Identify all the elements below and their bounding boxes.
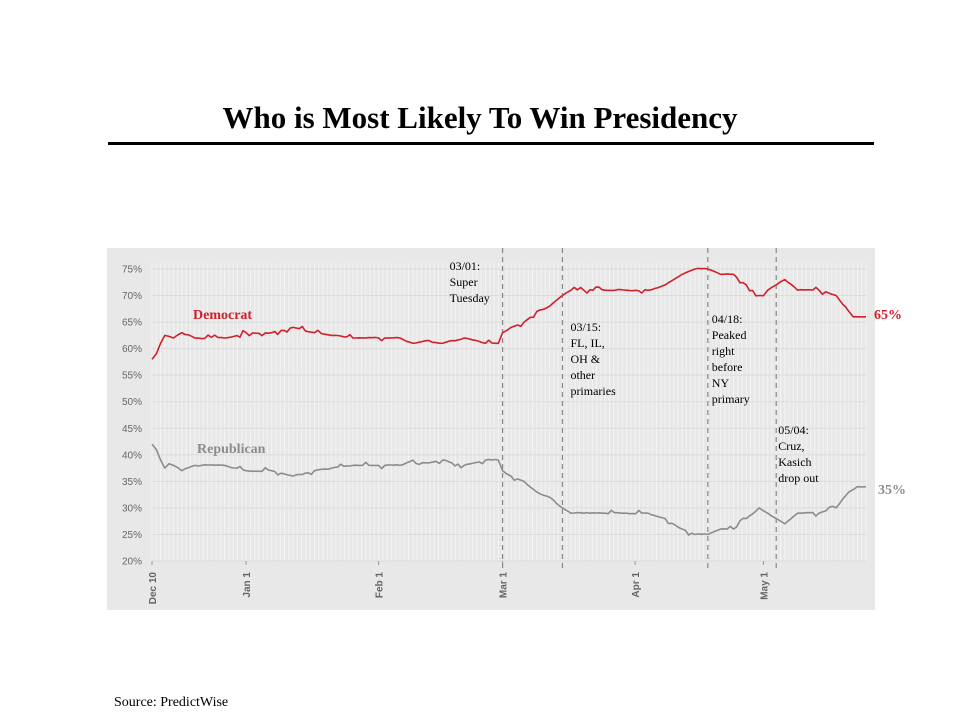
annotation-text: FL, IL,: [570, 336, 604, 350]
annotation-text: Super: [450, 275, 478, 289]
y-tick-label: 45%: [122, 424, 142, 435]
end-label-democrat: 65%: [874, 308, 902, 323]
series-label-republican: Republican: [197, 442, 266, 457]
annotation-text: 04/18:: [712, 312, 743, 326]
y-tick-label: 50%: [122, 397, 142, 408]
annotation-text: 03/15:: [570, 320, 601, 334]
annotation-text: other: [570, 368, 595, 382]
series-line-republican: [151, 443, 867, 536]
x-tick-label: May 1: [759, 572, 770, 600]
annotation-text: Cruz,: [778, 439, 804, 453]
annotation-text: NY: [712, 376, 730, 390]
annotation-text: OH &: [570, 352, 600, 366]
y-tick-label: 60%: [122, 344, 142, 355]
x-tick-label: Apr 1: [631, 572, 642, 598]
title-underline: [108, 142, 874, 145]
x-tick-label: Jan 1: [242, 572, 253, 598]
y-tick-label: 20%: [122, 557, 142, 568]
y-tick-label: 55%: [122, 371, 142, 382]
series-line-democrat: [151, 267, 867, 360]
plot-background: [107, 248, 875, 610]
y-tick-label: 40%: [122, 450, 142, 461]
series-labels: Democrat Republican 65% 35%: [193, 308, 906, 498]
x-tick-label: Dec 10: [148, 572, 159, 605]
source-note: Source: PredictWise: [114, 695, 229, 710]
y-tick-label: 30%: [122, 503, 142, 514]
y-tick-label: 70%: [122, 291, 142, 302]
annotation-text: primaries: [570, 384, 616, 398]
annotation-text: before: [712, 360, 743, 374]
y-tick-label: 25%: [122, 530, 142, 541]
end-label-republican: 35%: [878, 483, 906, 498]
annotation-text: Kasich: [778, 455, 811, 469]
axes: 75% 70% 65% 60% 55% 50% 45% 40% 35% 30% 25% 20% Dec …: [122, 265, 770, 605]
y-tick-label: 65%: [122, 318, 142, 329]
annotation-text: primary: [712, 392, 750, 406]
y-tick-label: 35%: [122, 477, 142, 488]
series-label-democrat: Democrat: [193, 308, 252, 323]
annotation-text: Peaked: [712, 328, 747, 342]
x-tick-label: Feb 1: [375, 572, 386, 599]
annotation-text: right: [712, 344, 735, 358]
annotation-text: Tuesday: [450, 291, 490, 305]
annotation-text: drop out: [778, 471, 819, 485]
series: [151, 267, 867, 536]
y-tick-label: 75%: [122, 265, 142, 276]
annotations: 03/01: Super Tuesday 03/15: FL, IL, OH & other…: [450, 248, 819, 568]
page-title: Who is Most Likely To Win Presidency: [222, 100, 738, 135]
grid: [151, 263, 867, 562]
x-tick-label: Mar 1: [499, 572, 510, 599]
annotation-text: 05/04:: [778, 423, 809, 437]
annotation-text: 03/01:: [450, 259, 481, 273]
